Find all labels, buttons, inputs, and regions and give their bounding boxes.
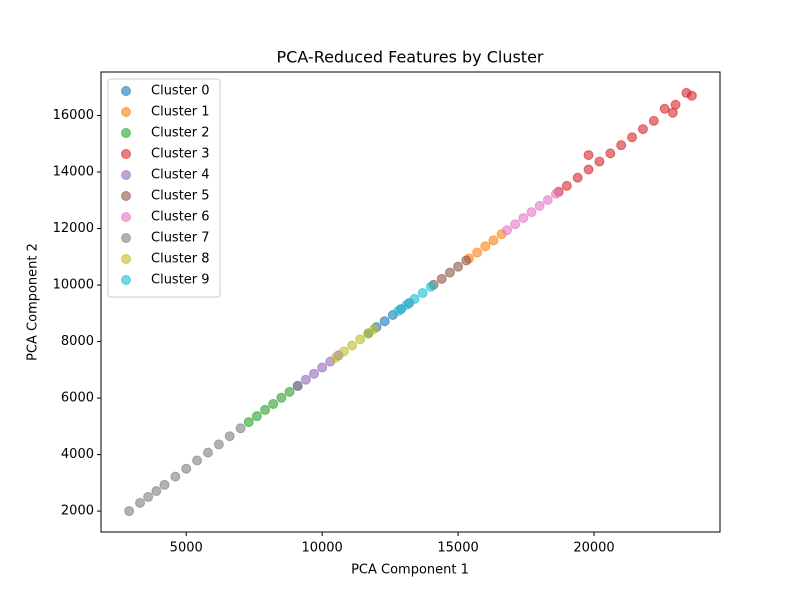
point — [480, 241, 491, 252]
point — [605, 148, 616, 159]
legend-marker — [121, 128, 131, 138]
point — [192, 455, 203, 466]
legend-marker — [121, 275, 131, 285]
x-axis-label: PCA Component 1 — [351, 563, 469, 578]
point — [300, 374, 311, 385]
legend-label: Cluster 2 — [151, 126, 210, 141]
plot-frame — [100, 71, 721, 533]
point — [542, 194, 553, 205]
point — [368, 324, 379, 335]
point — [425, 281, 436, 292]
point — [583, 150, 594, 161]
legend-marker — [121, 212, 131, 222]
legend-marker — [121, 170, 131, 180]
point — [417, 287, 428, 298]
y-axis-label: PCA Component 2 — [26, 243, 41, 361]
legend-label: Cluster 7 — [151, 231, 210, 246]
point — [518, 213, 529, 224]
legend-label: Cluster 6 — [151, 210, 210, 225]
point — [648, 115, 659, 126]
y-tick-label: 10000 — [53, 278, 94, 293]
x-tick-label: 10000 — [301, 541, 342, 556]
point — [317, 362, 328, 373]
point — [276, 392, 287, 403]
point — [338, 346, 349, 357]
point — [502, 225, 513, 236]
point — [330, 352, 341, 363]
point — [135, 497, 146, 508]
point — [308, 368, 319, 379]
point — [355, 334, 366, 345]
point — [401, 300, 412, 311]
point — [379, 316, 390, 327]
y-tick-label: 16000 — [53, 108, 94, 123]
y-tick-label: 8000 — [61, 334, 94, 349]
point — [561, 180, 572, 191]
point — [235, 423, 246, 434]
legend-label: Cluster 0 — [151, 84, 210, 99]
point — [260, 404, 271, 415]
point — [436, 273, 447, 284]
legend-marker — [121, 86, 131, 96]
point — [472, 247, 483, 258]
point — [202, 447, 213, 458]
legend-label: Cluster 5 — [151, 189, 210, 204]
point — [659, 103, 670, 114]
point — [444, 267, 455, 278]
point — [159, 479, 170, 490]
point — [124, 506, 135, 517]
point — [526, 207, 537, 218]
chart-title: PCA-Reduced Features by Cluster — [277, 48, 544, 67]
point — [292, 380, 303, 391]
legend-marker — [121, 191, 131, 201]
x-tick-label: 15000 — [437, 541, 478, 556]
legend-marker — [121, 233, 131, 243]
point — [550, 188, 561, 199]
legend-box — [107, 78, 221, 298]
y-tick-label: 14000 — [53, 165, 94, 180]
point — [510, 219, 521, 230]
point — [616, 140, 627, 151]
point — [627, 132, 638, 143]
x-tick-label: 20000 — [573, 541, 614, 556]
y-tick-label: 2000 — [61, 504, 94, 519]
legend-label: Cluster 4 — [151, 168, 210, 183]
point — [453, 261, 464, 272]
point — [151, 486, 162, 497]
point — [268, 399, 279, 410]
legend-label: Cluster 8 — [151, 252, 210, 267]
point — [284, 386, 295, 397]
point — [461, 255, 472, 266]
point — [224, 431, 235, 442]
legend-marker — [121, 149, 131, 159]
legend-label: Cluster 3 — [151, 147, 210, 162]
point — [213, 439, 224, 450]
point — [534, 200, 545, 211]
point — [686, 90, 697, 101]
point — [488, 235, 499, 246]
point — [143, 491, 154, 502]
point — [393, 306, 404, 317]
point — [243, 417, 254, 428]
point — [670, 99, 681, 110]
x-tick-label: 5000 — [170, 541, 203, 556]
point — [637, 124, 648, 135]
y-tick-label: 4000 — [61, 447, 94, 462]
point — [181, 463, 192, 474]
point — [572, 172, 583, 183]
point — [347, 340, 358, 351]
point — [251, 411, 262, 422]
point — [583, 164, 594, 175]
legend-marker — [121, 254, 131, 264]
y-tick-label: 6000 — [61, 391, 94, 406]
legend-label: Cluster 9 — [151, 273, 210, 288]
legend-label: Cluster 1 — [151, 105, 210, 120]
point — [594, 156, 605, 167]
point — [170, 471, 181, 482]
legend-marker — [121, 107, 131, 117]
point — [409, 293, 420, 304]
y-tick-label: 12000 — [53, 221, 94, 236]
